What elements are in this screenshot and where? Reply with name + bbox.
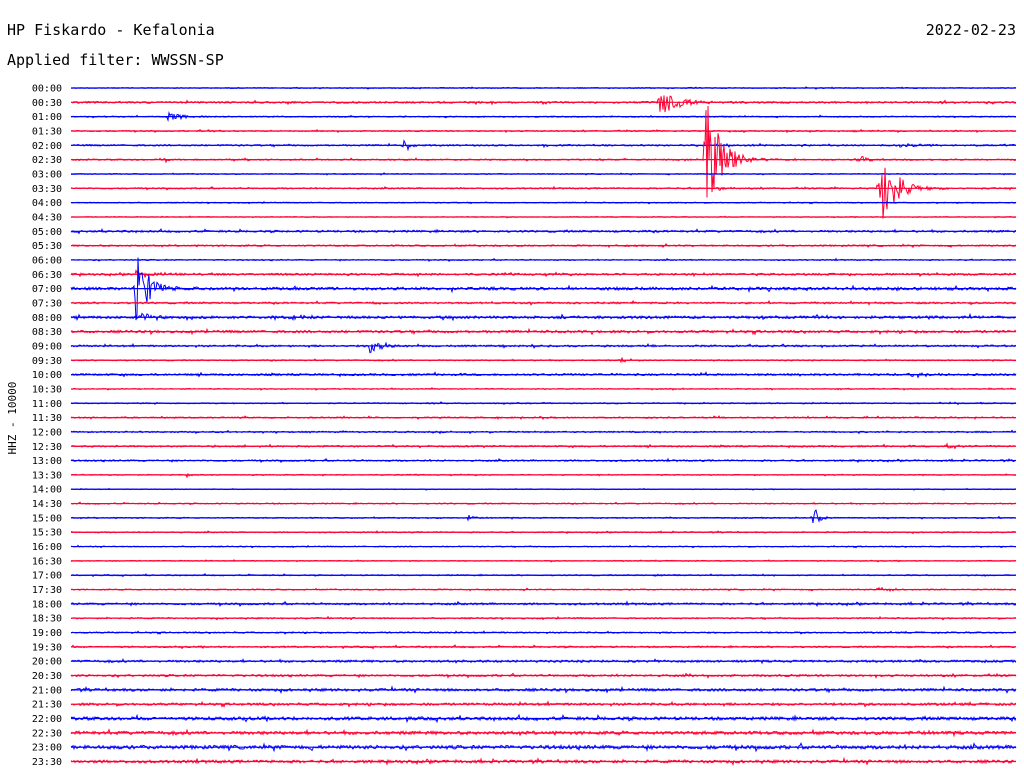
time-label: 04:30 bbox=[32, 212, 62, 223]
time-label: 21:00 bbox=[32, 685, 62, 696]
time-label: 00:30 bbox=[32, 98, 62, 109]
time-label: 13:30 bbox=[32, 470, 62, 481]
time-label: 06:00 bbox=[32, 255, 62, 266]
time-label: 03:30 bbox=[32, 184, 62, 195]
time-label: 16:30 bbox=[32, 556, 62, 567]
time-label: 18:00 bbox=[32, 599, 62, 610]
trace-group bbox=[70, 86, 1017, 766]
time-label: 21:30 bbox=[32, 700, 62, 711]
time-label: 19:00 bbox=[32, 628, 62, 639]
time-label: 20:00 bbox=[32, 657, 62, 668]
time-label: 18:30 bbox=[32, 614, 62, 625]
filter-label: Applied filter: WWSSN-SP bbox=[7, 51, 224, 69]
time-label: 02:30 bbox=[32, 155, 62, 166]
time-label: 23:30 bbox=[32, 757, 62, 768]
time-label: 16:00 bbox=[32, 542, 62, 553]
time-label: 12:00 bbox=[32, 427, 62, 438]
time-label: 13:00 bbox=[32, 456, 62, 467]
time-label: 22:00 bbox=[32, 714, 62, 725]
time-label: 09:00 bbox=[32, 341, 62, 352]
time-label: 10:30 bbox=[32, 384, 62, 395]
time-label: 01:30 bbox=[32, 126, 62, 137]
time-label: 15:30 bbox=[32, 528, 62, 539]
time-label: 15:00 bbox=[32, 513, 62, 524]
time-label: 20:30 bbox=[32, 671, 62, 682]
time-label: 09:30 bbox=[32, 356, 62, 367]
time-label: 05:30 bbox=[32, 241, 62, 252]
trace-line bbox=[70, 341, 1017, 354]
time-label: 19:30 bbox=[32, 642, 62, 653]
time-label: 23:00 bbox=[32, 743, 62, 754]
time-label: 02:00 bbox=[32, 141, 62, 152]
trace-line bbox=[70, 95, 1017, 113]
time-label: 07:00 bbox=[32, 284, 62, 295]
time-label: 05:00 bbox=[32, 227, 62, 238]
time-label: 08:00 bbox=[32, 313, 62, 324]
time-label: 17:30 bbox=[32, 585, 62, 596]
time-label: 07:30 bbox=[32, 298, 62, 309]
station-title: HP Fiskardo - Kefalonia bbox=[7, 21, 215, 39]
time-label: 11:00 bbox=[32, 399, 62, 410]
trace-line bbox=[70, 509, 1017, 524]
time-label: 08:30 bbox=[32, 327, 62, 338]
trace-line bbox=[70, 105, 1017, 198]
time-label: 04:00 bbox=[32, 198, 62, 209]
time-label: 22:30 bbox=[32, 728, 62, 739]
time-label: 03:00 bbox=[32, 169, 62, 180]
time-label: 11:30 bbox=[32, 413, 62, 424]
time-label: 12:30 bbox=[32, 442, 62, 453]
time-label: 00:00 bbox=[32, 84, 62, 95]
time-label: 17:00 bbox=[32, 571, 62, 582]
trace-line bbox=[70, 167, 1017, 219]
time-label: 14:00 bbox=[32, 485, 62, 496]
time-label-group: 00:00 00:30 01:00 01:30 02:00 02:30 03:00 03:30… bbox=[32, 84, 62, 769]
time-label: 10:00 bbox=[32, 370, 62, 381]
time-label: 06:30 bbox=[32, 270, 62, 281]
time-label: 01:00 bbox=[32, 112, 62, 123]
time-label: 14:30 bbox=[32, 499, 62, 510]
date-label: 2022-02-23 bbox=[925, 21, 1016, 39]
